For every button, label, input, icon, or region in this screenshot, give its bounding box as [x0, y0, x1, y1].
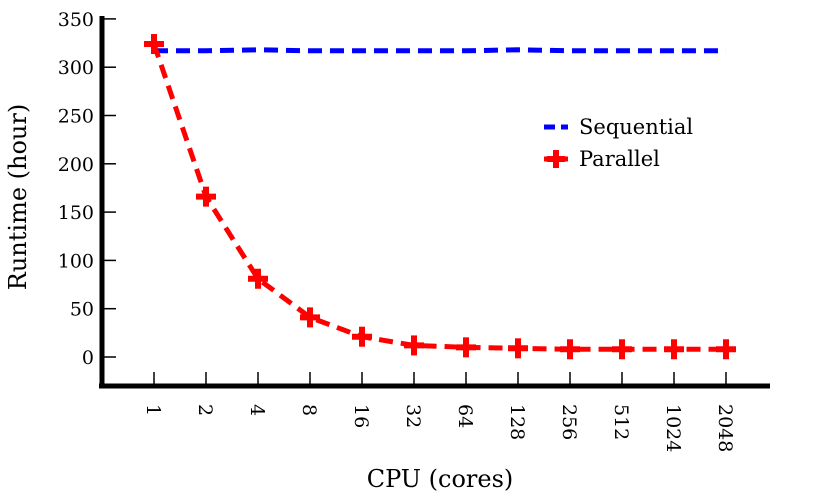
- legend-marker-parallel: [547, 150, 565, 168]
- data-point-parallel: [612, 339, 632, 360]
- y-tick-label: 250: [58, 106, 94, 128]
- data-point-parallel: [352, 326, 372, 347]
- x-axis-ticks: 1 2 4 8 16 32 64 128 256 512 1024 2048: [142, 372, 736, 452]
- y-axis-label: Runtime (hour): [4, 104, 32, 290]
- y-tick-label: 150: [58, 202, 94, 224]
- data-point-parallel: [560, 339, 580, 360]
- data-point-parallel: [248, 268, 268, 289]
- x-tick-label: 2048: [714, 404, 736, 452]
- y-tick-label: 200: [58, 154, 94, 176]
- series-layer: [144, 34, 736, 360]
- x-tick-label: 32: [402, 404, 424, 428]
- legend-label-parallel: Parallel: [579, 147, 660, 171]
- y-tick-label: 100: [58, 250, 94, 272]
- x-tick-label: 1024: [662, 404, 684, 452]
- x-tick-label: 512: [610, 404, 632, 440]
- x-tick-label: 128: [506, 404, 528, 440]
- data-point-parallel: [300, 307, 320, 328]
- y-tick-label: 300: [58, 57, 94, 79]
- x-tick-label: 16: [350, 404, 372, 428]
- x-tick-label: 1: [142, 404, 164, 416]
- data-point-parallel: [144, 34, 164, 55]
- x-tick-label: 64: [454, 404, 476, 428]
- data-point-parallel: [196, 186, 216, 207]
- data-point-parallel: [508, 338, 528, 359]
- legend-entry-sequential: Sequential: [544, 115, 693, 139]
- x-tick-label: 8: [298, 404, 320, 416]
- x-tick-label: 2: [194, 404, 216, 416]
- x-tick-label: 256: [558, 404, 580, 440]
- series-line-parallel: [151, 43, 726, 352]
- y-tick-label: 50: [70, 299, 94, 321]
- x-axis-label: CPU (cores): [367, 465, 514, 493]
- data-point-parallel: [456, 337, 476, 358]
- data-point-parallel: [664, 339, 684, 360]
- data-point-parallel: [404, 335, 424, 356]
- x-tick-label: 4: [246, 404, 268, 416]
- y-tick-label: 350: [58, 9, 94, 31]
- data-point-parallel: [716, 339, 736, 360]
- y-axis-ticks: 0 50 100 150 200 250 300 350: [58, 9, 116, 369]
- series-line-sequential: [154, 47, 726, 54]
- y-tick-label: 0: [82, 347, 94, 369]
- legend-label-sequential: Sequential: [579, 115, 693, 139]
- legend: Sequential Parallel: [544, 115, 693, 171]
- legend-entry-parallel: Parallel: [544, 147, 660, 171]
